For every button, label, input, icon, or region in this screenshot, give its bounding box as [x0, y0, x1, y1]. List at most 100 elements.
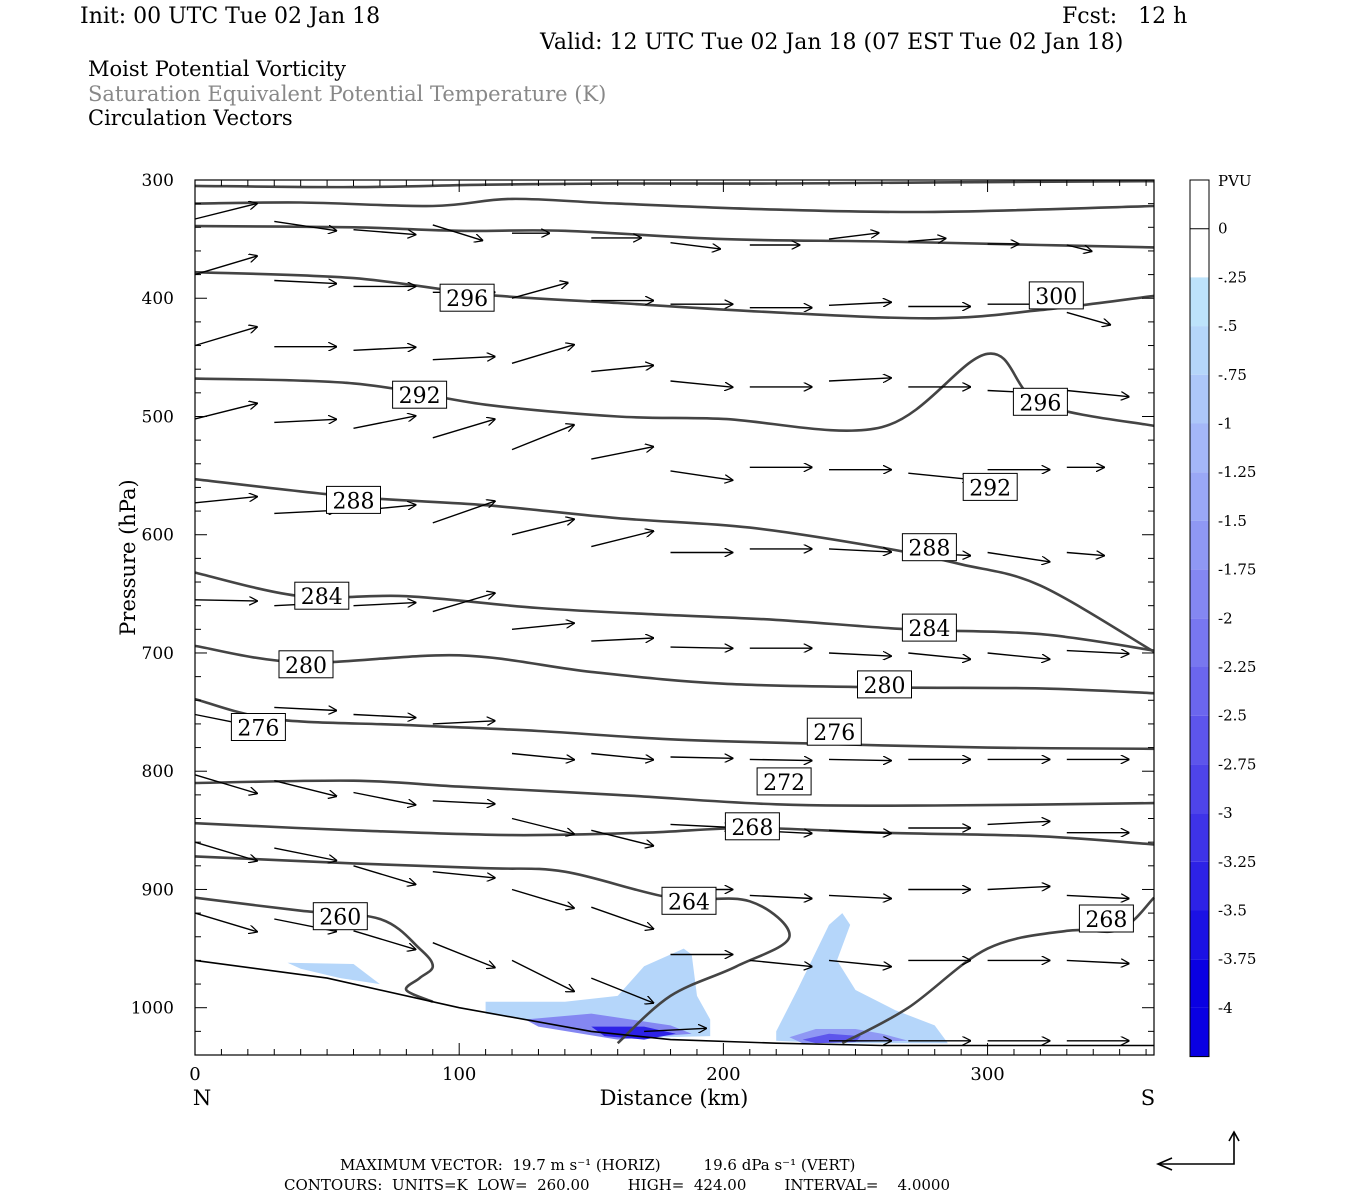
colorbar-label: -4	[1218, 999, 1233, 1017]
circulation-vector	[1066, 389, 1129, 397]
circulation-vector	[511, 425, 574, 451]
colorbar-swatch	[1190, 715, 1209, 765]
circulation-vector	[591, 365, 653, 373]
circulation-vector	[670, 824, 733, 827]
circulation-vector	[591, 638, 653, 641]
colorbar-swatch	[1190, 472, 1209, 521]
contour-label-box	[962, 472, 1018, 501]
circulation-vector	[274, 847, 336, 860]
isentrope-line-12	[194, 896, 435, 1004]
contour-label-box	[326, 485, 381, 514]
colorbar-label: -1.75	[1218, 561, 1256, 579]
y-tick-label: 600	[142, 526, 174, 546]
circulation-vector	[432, 593, 495, 613]
colorbar-label: -2	[1218, 609, 1233, 627]
circulation-vector	[828, 959, 891, 966]
colorbar-label: -3.5	[1218, 902, 1247, 920]
circulation-vector	[511, 752, 574, 760]
x-tick-label: 100	[442, 1064, 476, 1085]
contour-info: CONTOURS: UNITS=K LOW= 260.00 HIGH= 424.…	[284, 1176, 950, 1194]
colorbar-swatch	[1190, 277, 1209, 327]
circulation-vector	[749, 895, 812, 898]
colorbar-swatch	[1190, 520, 1209, 570]
colorbar-swatch	[1190, 180, 1209, 229]
contour-label-284: 284	[908, 617, 950, 642]
circulation-vector	[828, 653, 891, 656]
contour-label-box	[1012, 387, 1068, 416]
circulation-vector	[591, 447, 653, 460]
pv-shading	[287, 913, 948, 1044]
init-time: Init: 00 UTC Tue 02 Jan 18	[80, 4, 381, 29]
contour-label-300: 300	[1035, 285, 1077, 310]
contour-label-280: 280	[285, 654, 327, 679]
colorbar-swatch	[1190, 326, 1209, 375]
circulation-vector	[987, 886, 1050, 889]
circulation-vector	[828, 895, 891, 898]
colorbar-swatch	[1190, 618, 1209, 667]
field-title-theta-es: Saturation Equivalent Potential Temperat…	[88, 82, 607, 106]
y-axis-label: Pressure (hPa)	[116, 479, 140, 635]
isentrope-line-7	[194, 644, 1155, 695]
contour-label-284: 284	[301, 585, 343, 610]
colorbar-swatch	[1190, 861, 1209, 911]
contour-label-box	[278, 650, 334, 679]
x-tick-label: 0	[189, 1064, 200, 1085]
circulation-vector	[1066, 895, 1129, 898]
contour-label-292: 292	[399, 384, 441, 409]
circulation-vector	[194, 600, 257, 601]
colorbar-label: -2.75	[1218, 755, 1256, 773]
contour-label-280: 280	[864, 674, 906, 699]
contour-label-box	[901, 533, 957, 562]
y-tick-label: 800	[142, 762, 174, 782]
y-tick-label: 700	[142, 644, 174, 664]
colorbar-label: -1.5	[1218, 512, 1247, 530]
axes: 0 100 200 300 300 400 500 600 700 800 900 1000 Dista…	[116, 171, 1155, 1110]
reference-vector	[1155, 1130, 1240, 1171]
circulation-vector	[1066, 244, 1092, 251]
circulation-vector	[432, 419, 495, 439]
reference-arrowhead-up	[1228, 1130, 1240, 1142]
pv-region-0	[287, 962, 380, 985]
contour-label-268: 268	[731, 816, 773, 841]
y-tick-label: 900	[142, 880, 174, 900]
colorbar-label: -1.25	[1218, 463, 1256, 481]
circulation-vector	[828, 549, 891, 552]
circulation-vector	[432, 942, 495, 968]
contour-label-288: 288	[333, 489, 375, 514]
colorbar-swatch	[1190, 423, 1209, 473]
circulation-vector	[828, 378, 891, 381]
x-axis-label: Distance (km)	[600, 1086, 749, 1110]
contour-label-276: 276	[813, 721, 855, 746]
colorbar-label: -.25	[1218, 268, 1247, 286]
contour-label-292: 292	[969, 476, 1011, 501]
contour-label-box	[294, 581, 350, 610]
contour-label-296: 296	[1019, 391, 1061, 416]
contour-label-296: 296	[446, 287, 488, 312]
x-tick-label: 300	[970, 1064, 1004, 1085]
colorbar-label: 0	[1218, 220, 1228, 238]
circulation-vector	[194, 497, 257, 504]
circulation-vector	[194, 204, 257, 220]
contour-label-272: 272	[763, 771, 805, 796]
circulation-vector	[591, 829, 653, 846]
circulation-vector	[511, 959, 574, 991]
contour-label-260: 260	[319, 906, 361, 931]
circulation-vector	[511, 283, 568, 299]
colorbar-swatch	[1190, 764, 1209, 814]
colorbar-swatch	[1190, 959, 1209, 1008]
circulation-vector	[749, 959, 812, 966]
pv-region-3	[591, 1026, 676, 1040]
x-tick-label: 200	[706, 1064, 740, 1085]
colorbar-swatch	[1190, 569, 1209, 619]
colorbar-swatch	[1190, 1007, 1209, 1057]
circulation-vector	[1066, 553, 1104, 556]
circulation-vector	[670, 380, 733, 387]
terrain-line	[194, 959, 1154, 1047]
circulation-vector	[987, 551, 1050, 562]
circulation-vector	[1066, 960, 1129, 963]
circulation-vector	[194, 774, 257, 794]
contour-label-box	[857, 670, 912, 699]
circulation-vector	[432, 721, 495, 724]
colorbar-label: -2.25	[1218, 658, 1256, 676]
isentrope-line-4	[194, 352, 1155, 432]
